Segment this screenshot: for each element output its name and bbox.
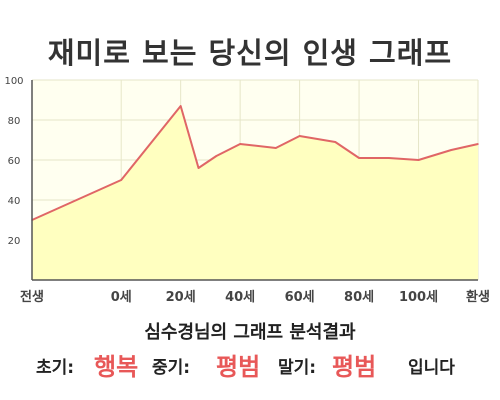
series-line xyxy=(31,105,479,221)
data-point xyxy=(358,157,360,159)
chart-title: 재미로 보는 당신의 인생 그래프 xyxy=(47,36,453,70)
middle-value: 평범 xyxy=(216,353,261,381)
x-tick-label: 환생 xyxy=(466,289,490,305)
y-tick-label: 80 xyxy=(8,116,21,127)
x-tick-label: 0세 xyxy=(111,290,132,305)
data-point xyxy=(215,155,218,157)
data-point xyxy=(417,159,420,161)
result-summary: 초기: 행복 중기: 평범 말기: 평범 입니다 xyxy=(0,344,500,384)
x-tick-label: 100세 xyxy=(399,290,438,305)
late-label: 말기: xyxy=(278,358,317,378)
x-tick-label: 20세 xyxy=(166,290,196,305)
data-point xyxy=(120,179,122,181)
y-tick-label: 40 xyxy=(8,196,21,207)
data-point xyxy=(450,149,453,151)
x-tick-label: 40세 xyxy=(225,290,255,305)
data-point xyxy=(179,105,182,107)
x-tick-label: 80세 xyxy=(344,290,374,305)
ending-text: 입니다 xyxy=(408,358,455,378)
life-graph-chart: 20 40 60 80 100 전생 0세 20세 40세 60세 80세 100세 환생 xyxy=(4,76,490,305)
data-point xyxy=(275,147,277,149)
y-tick-label: 20 xyxy=(8,236,21,247)
data-point xyxy=(334,141,337,143)
x-tick-label: 60세 xyxy=(285,290,315,305)
data-point xyxy=(477,143,479,145)
data-point xyxy=(239,143,241,145)
data-point xyxy=(298,135,301,137)
early-value: 행복 xyxy=(94,353,139,381)
x-tick-label: 전생 xyxy=(20,289,44,305)
y-tick-label: 60 xyxy=(8,156,21,167)
middle-label: 중기: xyxy=(152,358,191,378)
result-heading: 심수경님의 그래프 분석결과 xyxy=(144,322,356,343)
data-point xyxy=(388,157,390,159)
early-label: 초기: xyxy=(36,358,75,378)
data-point xyxy=(197,167,200,169)
late-value: 평범 xyxy=(332,353,377,381)
y-tick-label: 100 xyxy=(4,76,23,87)
series-area xyxy=(32,106,478,280)
